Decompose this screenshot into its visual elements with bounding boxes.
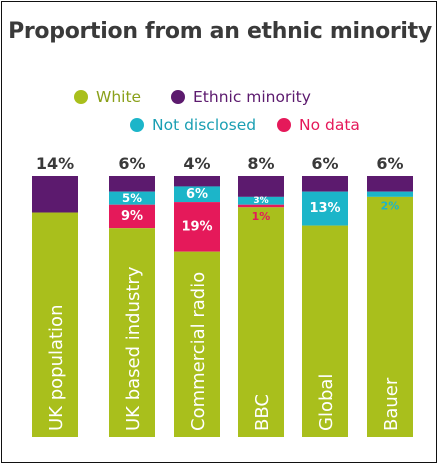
data-label-uk-based-industry-not-disclosed: 5% — [122, 191, 142, 205]
data-label-bauer-ethnic-minority: 6% — [376, 154, 403, 173]
category-label-global: Global — [316, 374, 337, 431]
bar-segment-global-not-disclosed — [302, 191, 348, 226]
data-label-bauer-not-disclosed: 2% — [381, 199, 400, 212]
category-label-uk-population: UK population — [46, 305, 67, 431]
legend-swatch-ethnic-minority — [171, 90, 185, 104]
legend-label-no-data: No data — [299, 116, 360, 134]
data-label-commercial-radio-not-disclosed: 6% — [186, 187, 208, 202]
data-label-global-ethnic-minority: 6% — [311, 154, 338, 173]
data-label-bbc-ethnic-minority: 8% — [247, 154, 274, 173]
bar-segment-bbc-not-disclosed — [238, 196, 284, 205]
bar-segment-global-ethnic-minority — [302, 176, 348, 192]
bar-segment-uk-population-white — [32, 212, 78, 437]
data-label-uk-population-ethnic-minority: 14% — [36, 154, 74, 173]
legend-item-no-data: No data — [277, 116, 360, 134]
bar-segment-uk-based-industry-white — [109, 228, 155, 437]
legend-label-ethnic-minority: Ethnic minority — [193, 88, 311, 106]
bar-segment-commercial-radio-white — [174, 251, 220, 437]
bar-segment-commercial-radio-no-data — [174, 202, 220, 252]
data-label-commercial-radio-ethnic-minority: 4% — [183, 154, 210, 173]
category-label-uk-based-industry: UK based industry — [123, 266, 144, 431]
data-label-bbc-not-disclosed: 3% — [253, 196, 268, 206]
data-label-uk-based-industry-no-data: 9% — [121, 209, 143, 224]
bar-segment-global-white — [302, 225, 348, 437]
bar-segment-bauer-not-disclosed — [367, 191, 413, 197]
legend-label-not-disclosed: Not disclosed — [152, 116, 257, 134]
bar-segment-uk-based-industry-not-disclosed — [109, 191, 155, 205]
category-label-bbc: BBC — [252, 394, 273, 431]
legend-label-white: White — [96, 88, 142, 106]
bar-segment-uk-population-ethnic-minority — [32, 176, 78, 213]
bar-segment-bbc-ethnic-minority — [238, 176, 284, 197]
chart-title-text: Proportion from an ethnic minority — [8, 19, 432, 44]
bar-segment-commercial-radio-ethnic-minority — [174, 176, 220, 187]
category-label-bauer: Bauer — [381, 377, 402, 431]
legend-item-white: White — [74, 88, 141, 106]
legend-swatch-white — [74, 90, 88, 104]
legend-item-ethnic-minority: Ethnic minority — [171, 88, 311, 106]
bar-segment-bbc-no-data — [238, 204, 284, 208]
bar-segment-commercial-radio-not-disclosed — [174, 186, 220, 203]
bar-segment-uk-based-industry-ethnic-minority — [109, 176, 155, 192]
bar-segment-bauer-white — [367, 196, 413, 437]
bar-segment-bbc-white — [238, 207, 284, 437]
bar-segment-bauer-ethnic-minority — [367, 176, 413, 192]
bar-segment-uk-based-industry-no-data — [109, 204, 155, 229]
legend-swatch-no-data — [277, 118, 291, 132]
category-label-commercial-radio: Commercial radio — [188, 272, 209, 431]
data-label-commercial-radio-no-data: 19% — [181, 219, 212, 234]
data-label-global-not-disclosed: 13% — [309, 201, 340, 216]
legend-item-not-disclosed: Not disclosed — [130, 116, 256, 134]
data-label-bbc-no-data: 1% — [252, 210, 271, 223]
data-label-uk-based-industry-ethnic-minority: 6% — [118, 154, 145, 173]
chart-title: Proportion from an ethnic minority — [0, 18, 440, 46]
legend-swatch-not-disclosed — [130, 118, 144, 132]
